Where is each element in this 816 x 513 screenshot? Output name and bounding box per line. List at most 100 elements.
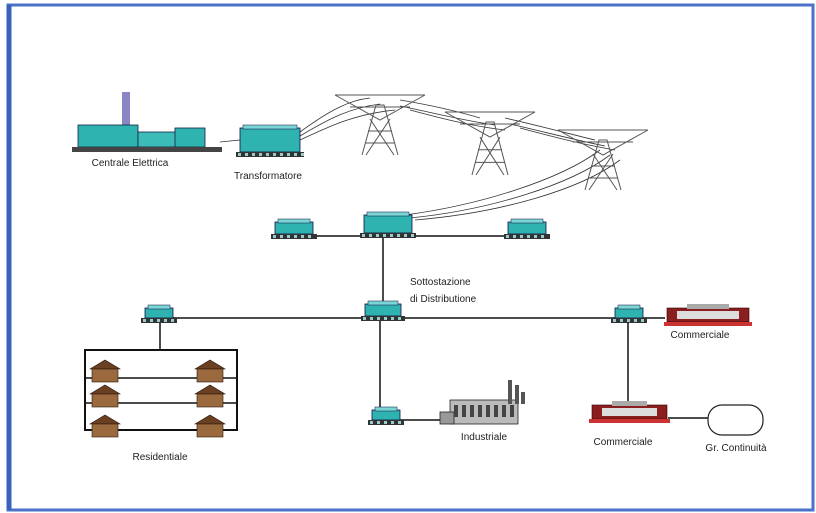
- transformer: [144, 307, 174, 319]
- fin: [513, 235, 516, 238]
- commercial-roof: [612, 401, 647, 406]
- pylon: [584, 139, 622, 191]
- commercial-front: [677, 311, 739, 319]
- window: [510, 405, 514, 417]
- pylon-arm: [444, 111, 536, 138]
- fin: [391, 421, 394, 424]
- fin: [620, 319, 623, 322]
- fin: [541, 235, 544, 238]
- label: Industriale: [461, 432, 508, 443]
- factory-chimney: [521, 392, 525, 404]
- fin: [157, 319, 160, 322]
- fin: [377, 317, 380, 320]
- fin: [252, 153, 255, 156]
- fin: [294, 153, 297, 156]
- house: [196, 393, 224, 408]
- fin: [520, 235, 523, 238]
- commercial-front: [602, 408, 657, 416]
- transformer-top: [366, 211, 410, 217]
- window: [462, 405, 466, 417]
- label: Centrale Elettrica: [92, 158, 169, 169]
- label: Gr. Continuità: [705, 443, 767, 454]
- transformer: [239, 127, 301, 153]
- house: [91, 368, 119, 383]
- transformer-base: [360, 233, 416, 238]
- fin: [634, 319, 637, 322]
- window: [454, 405, 458, 417]
- commercial-base: [589, 419, 670, 423]
- fin: [370, 317, 373, 320]
- label: Commerciale: [671, 330, 730, 341]
- label: Residentiale: [132, 452, 187, 463]
- fin: [362, 234, 365, 237]
- factory-chimney: [515, 385, 519, 404]
- fin: [527, 235, 530, 238]
- fin: [363, 317, 366, 320]
- fin: [238, 153, 241, 156]
- plant: [174, 127, 206, 148]
- label: Transformatore: [234, 171, 302, 182]
- house: [196, 368, 224, 383]
- fin: [301, 235, 304, 238]
- transformer-top: [242, 124, 298, 130]
- transformer-top: [617, 304, 641, 310]
- fin: [143, 319, 146, 322]
- transformer: [363, 214, 413, 234]
- commercial-base: [664, 322, 752, 326]
- plant-base: [72, 147, 222, 152]
- label: Sottostazione: [410, 277, 471, 288]
- fin: [404, 234, 407, 237]
- fin: [259, 153, 262, 156]
- fin: [273, 235, 276, 238]
- transformer: [507, 221, 547, 235]
- fin: [534, 235, 537, 238]
- transformer: [614, 307, 644, 319]
- transformer-top: [147, 304, 171, 310]
- pylon-arm: [557, 129, 649, 156]
- window: [470, 405, 474, 417]
- label: Commerciale: [594, 437, 653, 448]
- window: [494, 405, 498, 417]
- transformer-top: [367, 300, 399, 306]
- factory: [449, 399, 519, 425]
- transformer-top: [510, 218, 544, 224]
- transformer: [274, 221, 314, 235]
- pylon-arm: [334, 94, 426, 121]
- fin: [280, 153, 283, 156]
- transformer-base: [236, 152, 304, 157]
- transformer-base: [361, 316, 405, 321]
- transformer-top: [374, 406, 398, 412]
- fin: [383, 234, 386, 237]
- transformer: [371, 409, 401, 421]
- fin: [171, 319, 174, 322]
- fin: [376, 234, 379, 237]
- pylon: [361, 104, 399, 156]
- fin: [273, 153, 276, 156]
- house: [196, 423, 224, 438]
- window: [486, 405, 490, 417]
- chimney: [122, 92, 130, 127]
- window: [478, 405, 482, 417]
- fin: [613, 319, 616, 322]
- fin: [506, 235, 509, 238]
- house: [91, 423, 119, 438]
- house: [91, 393, 119, 408]
- transformer: [364, 303, 402, 317]
- fin: [308, 235, 311, 238]
- pylon: [471, 121, 509, 176]
- transformer-top: [277, 218, 311, 224]
- fin: [150, 319, 153, 322]
- fin: [411, 234, 414, 237]
- fin: [287, 153, 290, 156]
- fin: [398, 317, 401, 320]
- fin: [369, 234, 372, 237]
- fin: [398, 421, 401, 424]
- fin: [266, 153, 269, 156]
- fin: [245, 153, 248, 156]
- commercial-roof: [687, 304, 729, 309]
- ups: [707, 404, 764, 436]
- fin: [164, 319, 167, 322]
- fin: [384, 421, 387, 424]
